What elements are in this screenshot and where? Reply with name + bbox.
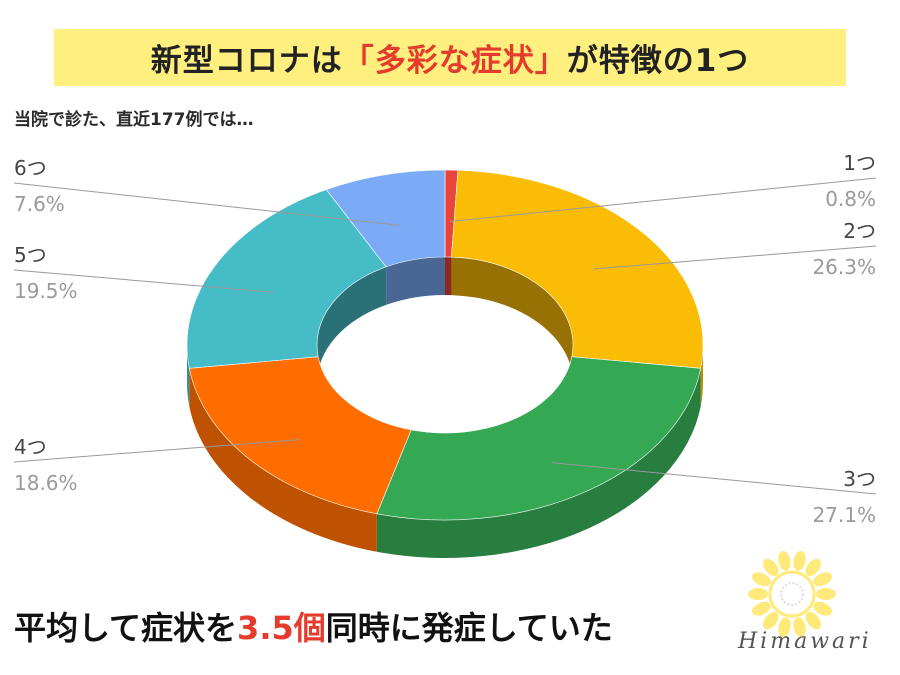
legend-percent-6: 7.6% [14,192,65,216]
logo-petal [762,611,779,630]
summary-text: 平均して症状を3.5個同時に発症していた [14,603,613,649]
legend-percent-3: 27.1% [812,503,876,527]
title-banner: 新型コロナは「多彩な症状」が特徴の1つ [54,29,846,86]
slice-5 [186,189,387,369]
summary-before: 平均して症状を [14,609,238,647]
slice-2 [451,169,704,369]
logo-petal [813,572,833,587]
slice-4 [188,356,412,515]
summary-after: 同時に発症していた [325,609,613,647]
leader-line-3 [551,462,877,495]
leader-line-1 [449,177,877,223]
logo-wordmark: Himawari [738,629,872,654]
outer-wall-4 [189,368,377,552]
leader-line-2 [593,245,877,270]
inner-wall-6 [386,257,445,305]
legend-label-2: 2つ [843,219,876,243]
leader-line-6 [13,182,400,226]
page-title: 新型コロナは「多彩な症状」が特徴の1つ [151,35,750,80]
outer-wall-2 [700,345,703,407]
title-text-after: が特徴の1つ [566,43,750,79]
legend-percent-1: 0.8% [825,187,876,211]
logo-petal [793,551,806,571]
inner-wall-2 [451,257,573,383]
slice-6 [325,169,446,268]
title-bracket-open: 「 [342,43,375,79]
logo-petal [778,617,791,637]
legend-label-5: 5つ [14,243,47,267]
logo-petal [816,588,836,600]
logo-petal [813,601,833,616]
logo-petal [778,551,791,571]
legend-label-1: 1つ [843,151,876,175]
chart-subtitle: 当院で診た、直近177例では… [14,110,254,130]
legend-label-4: 4つ [14,435,47,459]
legend-label-6: 6つ [14,156,47,180]
title-text-before: 新型コロナは [150,43,343,79]
outer-wall-5 [187,345,190,407]
inner-wall-5 [317,266,387,383]
legend-label-3: 3つ [843,467,876,491]
legend-percent-2: 26.3% [812,255,876,279]
logo-petal [751,601,771,616]
title-bracket-close: 」 [534,43,567,79]
logo-petal [805,611,822,630]
title-highlight: 多彩な症状 [374,43,535,79]
logo-petal [748,588,768,600]
logo-petal [762,558,779,577]
leader-line-5 [13,269,274,293]
leader-line-4 [13,439,300,463]
logo-petal [793,617,806,637]
inner-wall-1 [445,257,452,296]
legend-percent-4: 18.6% [14,471,78,495]
logo-petal [751,572,771,587]
himawari-logo-icon [748,551,836,637]
summary-number: 3.5個 [237,609,326,647]
logo-petal [805,558,822,577]
legend-percent-5: 19.5% [14,279,78,303]
slice-3 [376,356,702,521]
outer-wall-3 [376,368,701,558]
